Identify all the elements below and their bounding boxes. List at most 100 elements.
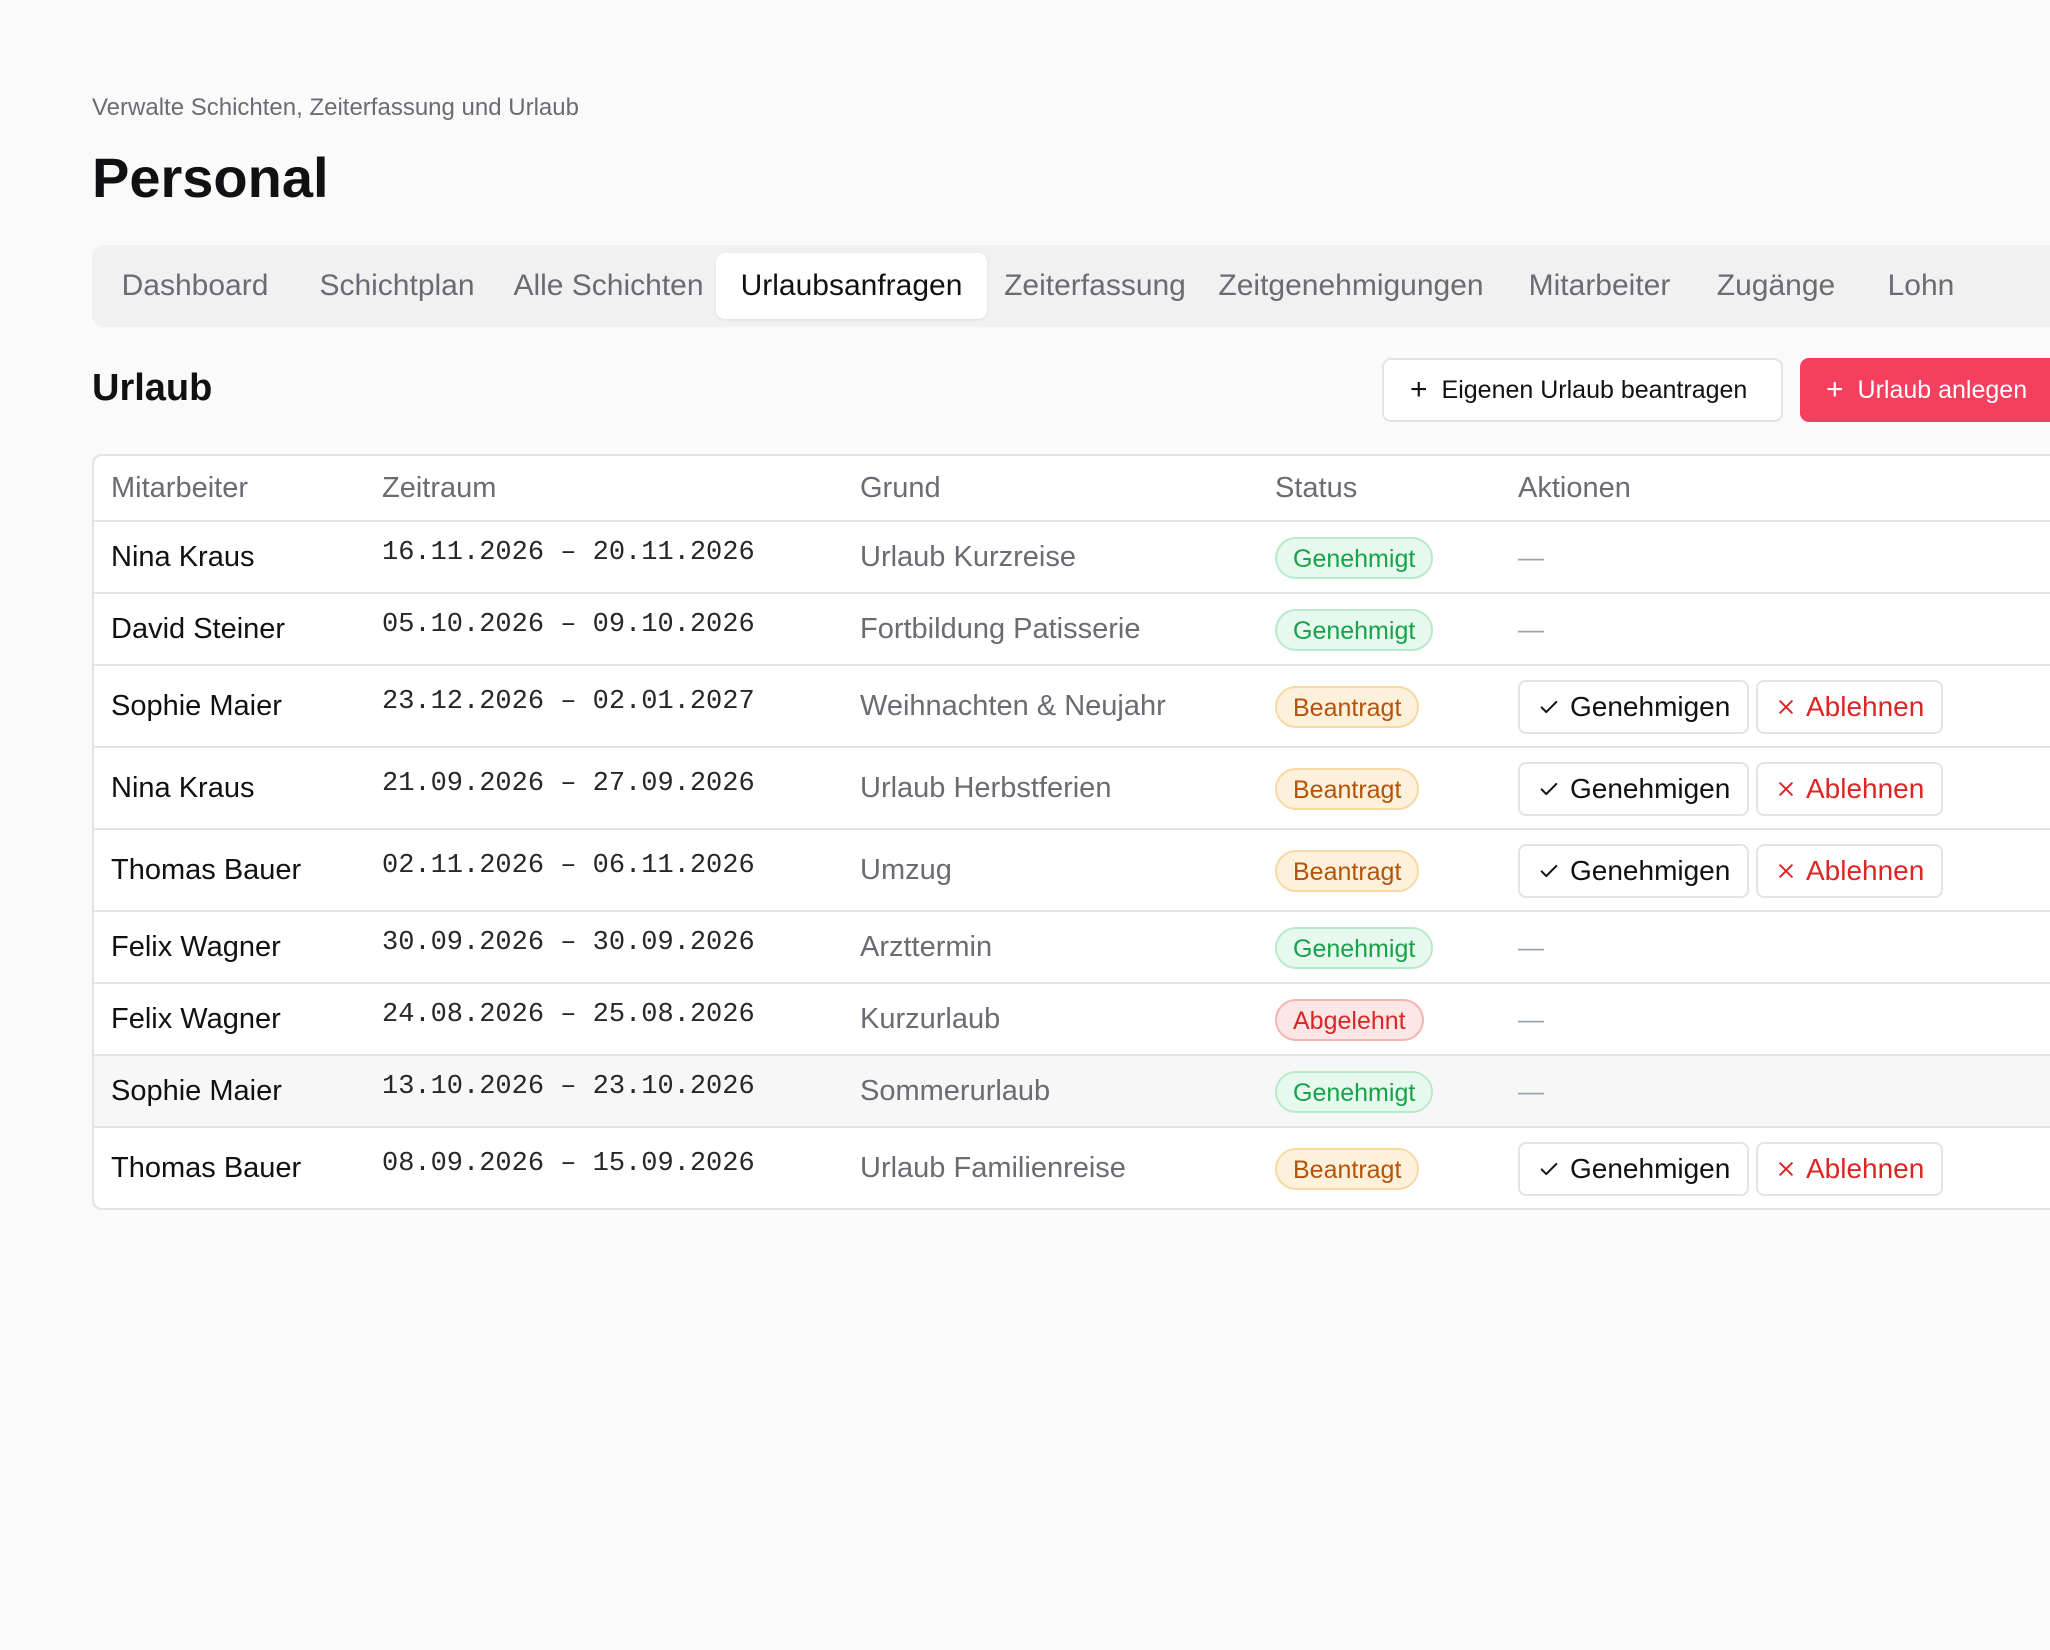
plus-icon: + [1826,373,1844,406]
table-row: Nina Kraus 16.11.2026 – 20.11.2026 Urlaub … [94,522,2050,594]
approve-label: Genehmigen [1570,1153,1731,1184]
table-row: Nina Kraus 21.09.2026 – 27.09.2026 Urlaub … [94,748,2050,830]
vacation-reason: Fortbildung Patisserie [860,613,1141,645]
table-row: Felix Wagner 24.08.2026 – 25.08.2026 Kurzu… [94,984,2050,1056]
table-row: Thomas Bauer 08.09.2026 – 15.09.2026 Urlau… [94,1128,2050,1208]
no-action-dash: — [1518,614,1544,644]
column-header-employee: Mitarbeiter [111,472,248,504]
vacation-reason: Arzttermin [860,931,993,963]
request-own-vacation-button[interactable]: + Eigenen Urlaub beantragen [1382,358,1783,422]
status-badge: Genehmigt [1275,927,1434,969]
date-range: 02.11.2026 – 06.11.2026 [382,851,755,881]
vacation-table: Mitarbeiter Zeitraum Grund Status Aktion… [92,454,2050,1210]
status-badge: Beantragt [1275,850,1420,892]
status-badge: Genehmigt [1275,1071,1434,1113]
date-range: 24.08.2026 – 25.08.2026 [382,1000,755,1030]
vacation-reason: Urlaub Herbstferien [860,772,1112,804]
section-title: Urlaub [92,367,213,409]
reject-label: Ablehnen [1806,1153,1925,1184]
column-header-period: Zeitraum [382,472,497,504]
employee-name: David Steiner [111,613,286,645]
no-action-dash: — [1518,1076,1544,1106]
employee-name: Sophie Maier [111,690,282,722]
reject-label: Ablehnen [1806,691,1925,722]
approve-button[interactable]: Genehmigen [1518,762,1749,816]
date-range: 23.12.2026 – 02.01.2027 [382,687,755,717]
approve-label: Genehmigen [1570,855,1731,886]
date-range: 13.10.2026 – 23.10.2026 [382,1072,755,1102]
check-icon [1538,1158,1560,1180]
employee-name: Nina Kraus [111,541,255,573]
status-badge: Beantragt [1275,686,1420,728]
tab-dashboard[interactable]: Dashboard [121,269,269,302]
status-badge: Abgelehnt [1275,999,1424,1041]
approve-button[interactable]: Genehmigen [1518,844,1749,898]
check-icon [1538,778,1560,800]
date-range: 30.09.2026 – 30.09.2026 [382,928,755,958]
reject-label: Ablehnen [1806,773,1925,804]
create-vacation-label: Urlaub anlegen [1857,375,2028,404]
date-range: 08.09.2026 – 15.09.2026 [382,1149,755,1179]
date-range: 21.09.2026 – 27.09.2026 [382,769,755,799]
tab-lohn[interactable]: Lohn [1887,269,1955,302]
column-header-actions: Aktionen [1518,472,1631,504]
approve-button[interactable]: Genehmigen [1518,680,1749,734]
status-badge: Beantragt [1275,768,1420,810]
create-vacation-button[interactable]: + Urlaub anlegen [1800,358,2050,422]
reject-button[interactable]: Ablehnen [1756,762,1943,816]
employee-name: Thomas Bauer [111,1152,302,1184]
x-icon [1776,861,1796,881]
vacation-reason: Urlaub Kurzreise [860,541,1076,573]
approve-button[interactable]: Genehmigen [1518,1142,1749,1196]
vacation-reason: Weihnachten & Neujahr [860,690,1166,722]
employee-name: Thomas Bauer [111,854,302,886]
check-icon [1538,860,1560,882]
x-icon [1776,1159,1796,1179]
vacation-reason: Sommerurlaub [860,1075,1051,1107]
vacation-reason: Urlaub Familienreise [860,1152,1126,1184]
reject-button[interactable]: Ablehnen [1756,1142,1943,1196]
employee-name: Felix Wagner [111,1003,281,1035]
table-row: David Steiner 05.10.2026 – 09.10.2026 Fort… [94,594,2050,666]
tab-schichtplan[interactable]: Schichtplan [319,269,475,302]
employee-name: Felix Wagner [111,931,281,963]
approve-label: Genehmigen [1570,691,1731,722]
approve-label: Genehmigen [1570,773,1731,804]
tab-bar: Dashboard Schichtplan Alle Schichten Urlaub… [92,245,2050,327]
status-badge: Beantragt [1275,1148,1420,1190]
column-header-status: Status [1275,472,1358,504]
no-action-dash: — [1518,932,1544,962]
reject-button[interactable]: Ablehnen [1756,680,1943,734]
table-row: Sophie Maier 23.12.2026 – 02.01.2027 Weihn… [94,666,2050,748]
no-action-dash: — [1518,542,1544,572]
table-header: Mitarbeiter Zeitraum Grund Status Aktion… [94,456,2050,522]
tab-zeitgenehmigungen[interactable]: Zeitgenehmigungen [1218,269,1484,302]
page-title: Personal [92,146,329,209]
tab-mitarbeiter[interactable]: Mitarbeiter [1528,269,1671,302]
page-subtitle: Verwalte Schichten, Zeiterfassung und Ur… [92,94,579,121]
date-range: 05.10.2026 – 09.10.2026 [382,610,755,640]
table-row: Thomas Bauer 02.11.2026 – 06.11.2026 Umzug… [94,830,2050,912]
reject-button[interactable]: Ablehnen [1756,844,1943,898]
x-icon [1776,697,1796,717]
employee-name: Sophie Maier [111,1075,282,1107]
no-action-dash: — [1518,1004,1544,1034]
vacation-reason: Umzug [860,854,952,886]
vacation-reason: Kurzurlaub [860,1003,1001,1035]
tab-urlaubsanfragen[interactable]: Urlaubsanfragen [716,253,987,319]
status-badge: Genehmigt [1275,537,1434,579]
check-icon [1538,696,1560,718]
column-header-reason: Grund [860,472,941,504]
date-range: 16.11.2026 – 20.11.2026 [382,538,755,568]
request-own-vacation-label: Eigenen Urlaub beantragen [1441,375,1748,404]
table-row: Sophie Maier 13.10.2026 – 23.10.2026 Somme… [94,1056,2050,1128]
reject-label: Ablehnen [1806,855,1925,886]
status-badge: Genehmigt [1275,609,1434,651]
tab-alle-schichten[interactable]: Alle Schichten [513,269,704,302]
tab-zugaenge[interactable]: Zugänge [1716,269,1836,302]
plus-icon: + [1410,373,1428,406]
employee-name: Nina Kraus [111,772,255,804]
tab-zeiterfassung[interactable]: Zeiterfassung [1004,269,1186,302]
table-row: Felix Wagner 30.09.2026 – 30.09.2026 Arztt… [94,912,2050,984]
x-icon [1776,779,1796,799]
